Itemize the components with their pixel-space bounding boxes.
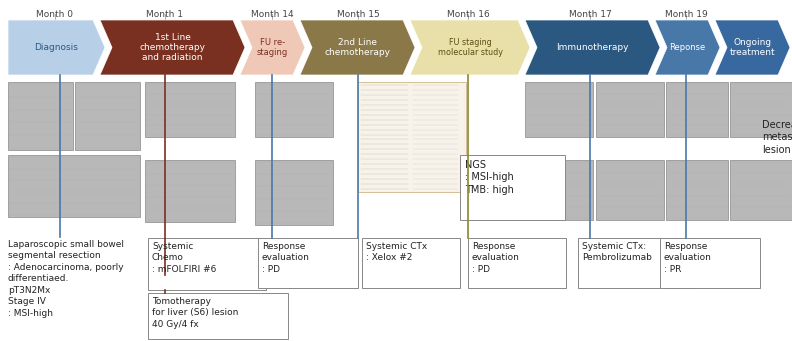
Text: Decreased
metastatic
lesion: Decreased metastatic lesion: [762, 120, 792, 155]
Text: Month 14: Month 14: [251, 10, 293, 19]
Bar: [255, 82, 333, 137]
Text: FU staging
molecular study: FU staging molecular study: [437, 38, 502, 57]
Bar: [460, 155, 565, 220]
Bar: [145, 160, 235, 222]
Text: Response
evaluation
: PD: Response evaluation : PD: [472, 242, 520, 274]
Text: 1st Line
chemotherapy
and radiation: 1st Line chemotherapy and radiation: [139, 33, 205, 62]
Text: Systemic CTx
: Xelox #2: Systemic CTx : Xelox #2: [366, 242, 427, 263]
Text: NGS
: MSI-high
TMB: high: NGS : MSI-high TMB: high: [465, 160, 514, 195]
Bar: [666, 160, 728, 220]
Bar: [468, 238, 566, 288]
Bar: [148, 293, 288, 339]
Text: Immunotherapy: Immunotherapy: [556, 43, 629, 52]
Bar: [145, 82, 235, 137]
Bar: [596, 82, 664, 137]
Text: Month 0: Month 0: [36, 10, 74, 19]
Text: Reponse: Reponse: [669, 43, 706, 52]
Bar: [255, 160, 333, 225]
Bar: [148, 238, 266, 290]
Text: 2nd Line
chemotherapy: 2nd Line chemotherapy: [325, 38, 390, 57]
Polygon shape: [300, 20, 415, 75]
Text: Response
evaluation
: PR: Response evaluation : PR: [664, 242, 712, 274]
Bar: [578, 238, 693, 288]
Polygon shape: [525, 20, 660, 75]
Bar: [730, 160, 792, 220]
Bar: [660, 238, 760, 288]
Text: FU re-
staging: FU re- staging: [257, 38, 288, 57]
Bar: [666, 82, 728, 137]
Polygon shape: [715, 20, 790, 75]
Text: Systemic CTx:
Pembrolizumab: Systemic CTx: Pembrolizumab: [582, 242, 652, 263]
Text: Laparoscopic small bowel
segmental resection
: Adenocarcinoma, poorly
differenti: Laparoscopic small bowel segmental resec…: [8, 240, 124, 318]
Text: Month 19: Month 19: [664, 10, 707, 19]
Text: Response
evaluation
: PD: Response evaluation : PD: [262, 242, 310, 274]
Text: Systemic
Chemo
: mFOLFIRI #6: Systemic Chemo : mFOLFIRI #6: [152, 242, 216, 274]
Bar: [8, 82, 73, 150]
Text: Month 1: Month 1: [147, 10, 184, 19]
Text: Month 16: Month 16: [447, 10, 489, 19]
Bar: [525, 82, 593, 137]
Bar: [258, 238, 358, 288]
Bar: [730, 82, 792, 137]
Text: Month 17: Month 17: [569, 10, 611, 19]
Text: Diagnosis: Diagnosis: [35, 43, 78, 52]
Bar: [596, 160, 664, 220]
Text: Tomotherapy
for liver (S6) lesion
40 Gy/4 fx: Tomotherapy for liver (S6) lesion 40 Gy/…: [152, 297, 238, 329]
Bar: [75, 82, 140, 150]
Bar: [525, 160, 593, 220]
Polygon shape: [410, 20, 530, 75]
Polygon shape: [240, 20, 305, 75]
Bar: [362, 238, 460, 288]
Text: Month 15: Month 15: [337, 10, 379, 19]
Polygon shape: [8, 20, 105, 75]
Polygon shape: [655, 20, 720, 75]
Bar: [8, 155, 140, 217]
Polygon shape: [100, 20, 245, 75]
Text: Ongoing
treatment: Ongoing treatment: [729, 38, 775, 57]
Bar: [358, 82, 466, 192]
